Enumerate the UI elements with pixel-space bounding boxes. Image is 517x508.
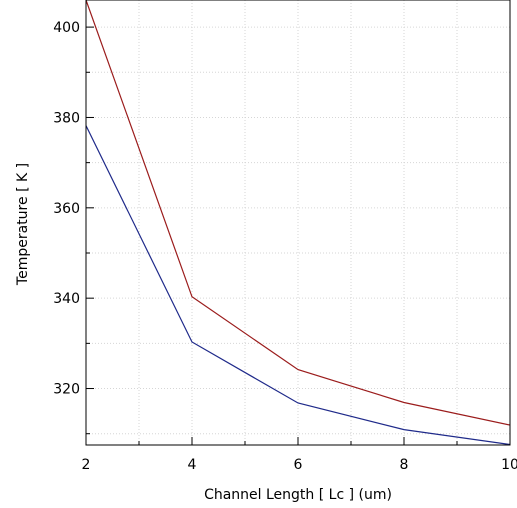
y-tick-label: 340 — [53, 291, 80, 307]
y-tick-label: 400 — [53, 20, 80, 36]
x-tick-label: 2 — [82, 457, 91, 473]
y-tick-label: 320 — [53, 382, 80, 398]
y-tick-labels: 320 340 360 380 400 — [53, 20, 80, 397]
x-axis-title: Channel Length [ Lc ] (um) — [204, 487, 392, 503]
series-line-2 — [85, 125, 511, 446]
series-lines — [85, 0, 511, 446]
y-tick-label: 380 — [53, 110, 80, 126]
x-tick-label: 4 — [188, 457, 197, 473]
axis-ticks — [85, 26, 511, 445]
x-tick-labels: 2 4 6 8 10 — [82, 457, 517, 473]
x-tick-label: 8 — [400, 457, 409, 473]
y-tick-label: 360 — [53, 201, 80, 217]
y-axis-title: Temperature [ K ] — [15, 163, 31, 286]
x-tick-label: 6 — [294, 457, 303, 473]
x-tick-label: 10 — [501, 457, 517, 473]
series-line-1 — [85, 0, 511, 426]
